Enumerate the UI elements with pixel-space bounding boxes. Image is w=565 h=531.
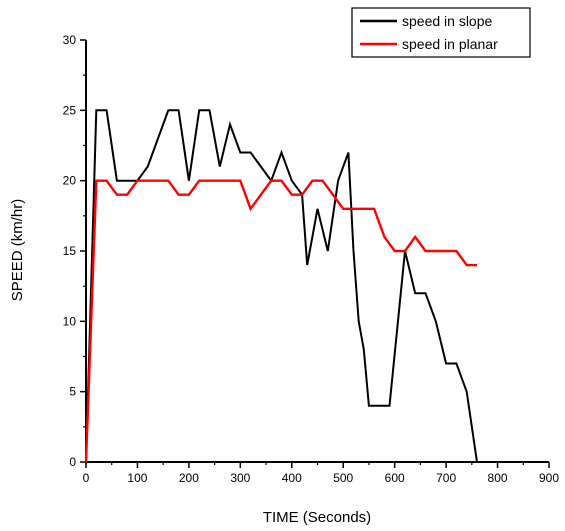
legend: speed in slope speed in planar	[351, 7, 531, 58]
legend-label-planar: speed in planar	[402, 36, 498, 52]
x-tick-label: 900	[539, 471, 559, 485]
x-tick-label: 0	[83, 471, 90, 485]
legend-label-slope: speed in slope	[402, 13, 493, 29]
series-layer	[84, 109, 478, 463]
x-tick-label: 600	[385, 471, 405, 485]
x-tick-label: 700	[436, 471, 456, 485]
series-line-slope	[85, 109, 478, 463]
x-tick-label: 500	[333, 471, 353, 485]
y-tick-label: 20	[63, 174, 77, 188]
y-tick-label: 30	[63, 33, 77, 47]
series-line-planar	[84, 179, 477, 463]
x-tick-label: 300	[230, 471, 250, 485]
x-tick-label: 100	[127, 471, 147, 485]
y-axis: 0 5 10 15 20 25 30	[63, 33, 87, 469]
legend-box	[351, 7, 531, 58]
y-axis-title: SPEED (km/hr)	[9, 199, 26, 302]
x-tick-label: 400	[282, 471, 302, 485]
y-tick-label: 5	[69, 385, 76, 399]
y-tick-label: 15	[63, 244, 77, 258]
y-tick-label: 25	[63, 103, 77, 117]
x-axis-title: TIME (Seconds)	[263, 509, 371, 526]
x-tick-label: 200	[179, 471, 199, 485]
y-tick-label: 0	[69, 455, 76, 469]
x-axis: 0 100 200 300 400 500 600 700 800 900	[83, 461, 559, 485]
y-tick-label: 10	[63, 314, 77, 328]
x-tick-label: 800	[488, 471, 508, 485]
